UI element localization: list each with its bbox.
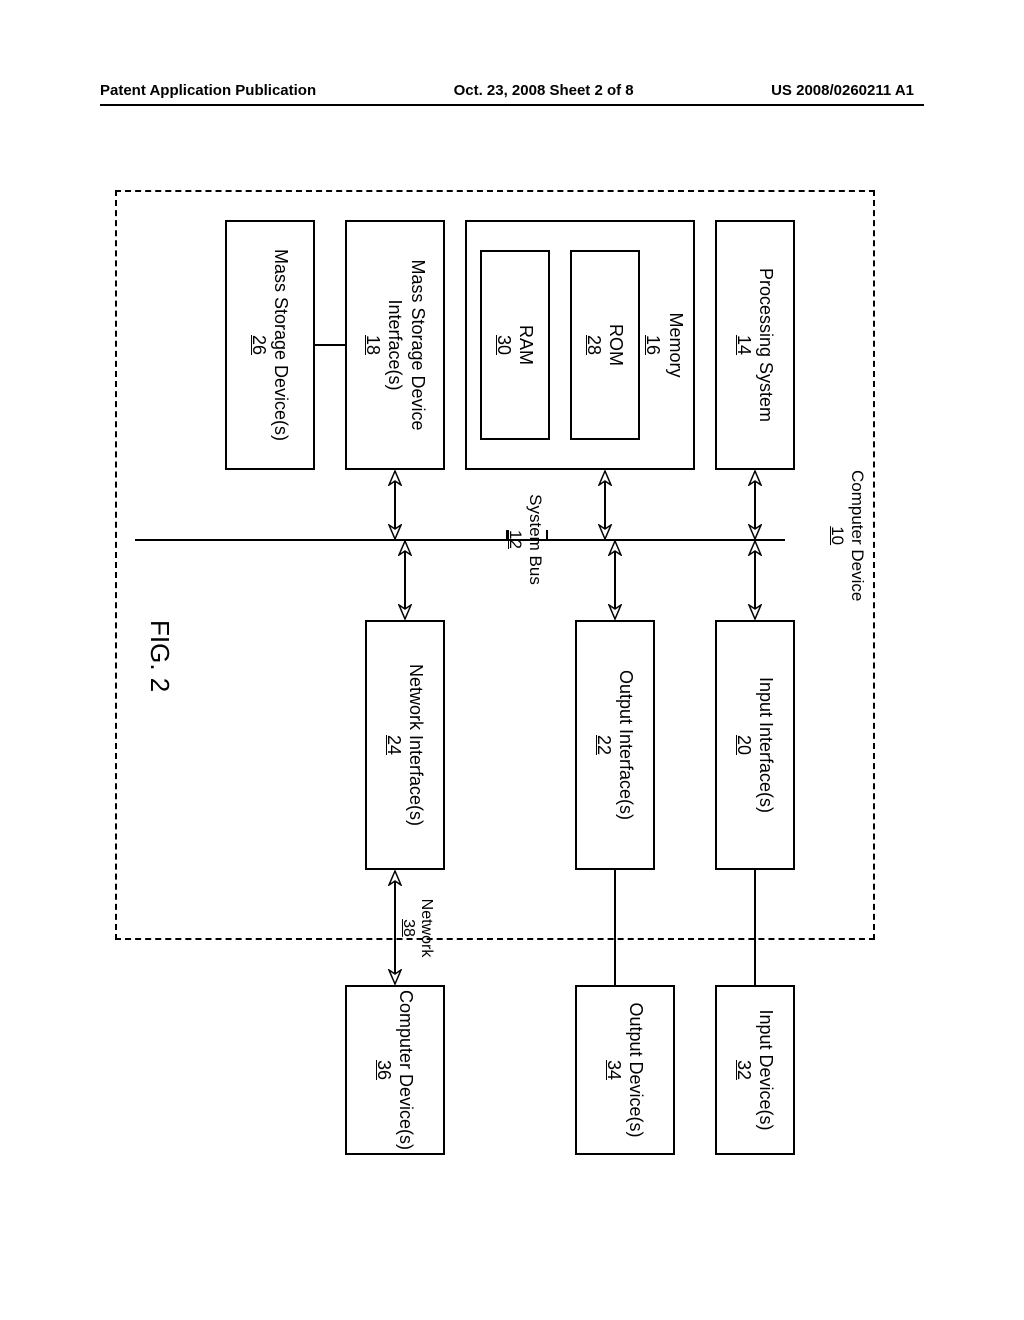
output-dev-num: 34 bbox=[603, 1060, 626, 1080]
memory-num: 16 bbox=[642, 335, 665, 355]
output-dev-label: Output Device(s) bbox=[625, 1002, 648, 1137]
box-processing-system: Processing System 14 bbox=[715, 220, 795, 470]
ram-num: 30 bbox=[493, 335, 516, 355]
input-dev-num: 32 bbox=[733, 1060, 756, 1080]
network-if-label: Network Interface(s) bbox=[405, 664, 428, 826]
box-mass-storage-interface: Mass Storage Device Interface(s) 18 bbox=[345, 220, 445, 470]
box-rom: ROM 28 bbox=[570, 250, 640, 440]
rom-label: ROM bbox=[605, 324, 628, 366]
bus-title: System Bus bbox=[526, 494, 545, 585]
mass-dev-num: 26 bbox=[248, 335, 271, 355]
box-output-device: Output Device(s) 34 bbox=[575, 985, 675, 1155]
box-computer-device: Computer Device(s) 36 bbox=[345, 985, 445, 1155]
diagram-rotated: Computer Device 10 Processing System 14 … bbox=[95, 170, 895, 1170]
computer-dev-label: Computer Device(s) bbox=[395, 990, 418, 1150]
ram-label: RAM bbox=[515, 325, 538, 365]
mass-if-num: 18 bbox=[361, 335, 384, 355]
processing-label: Processing System bbox=[755, 268, 778, 422]
input-if-label: Input Interface(s) bbox=[755, 677, 778, 813]
input-dev-label: Input Device(s) bbox=[755, 1009, 778, 1130]
figure-label-text: FIG. 2 bbox=[145, 620, 175, 692]
page-header: Patent Application Publication Oct. 23, … bbox=[0, 82, 1024, 99]
page: Patent Application Publication Oct. 23, … bbox=[0, 0, 1024, 1320]
container-num: 10 bbox=[828, 526, 847, 545]
box-input-interface: Input Interface(s) 20 bbox=[715, 620, 795, 870]
box-input-device: Input Device(s) 32 bbox=[715, 985, 795, 1155]
figure-area: Computer Device 10 Processing System 14 … bbox=[95, 170, 895, 1170]
input-if-num: 20 bbox=[733, 735, 756, 755]
container-label: Computer Device 10 bbox=[828, 470, 867, 601]
system-bus-label: System Bus 12 bbox=[506, 492, 545, 587]
memory-label: Memory bbox=[665, 312, 688, 377]
output-if-num: 22 bbox=[593, 735, 616, 755]
header-rule bbox=[100, 104, 924, 106]
network-title: Network bbox=[418, 899, 435, 958]
rom-num: 28 bbox=[583, 335, 606, 355]
figure-label: FIG. 2 bbox=[144, 620, 175, 692]
network-label: Network 38 bbox=[398, 888, 435, 968]
processing-num: 14 bbox=[733, 335, 756, 355]
network-if-num: 24 bbox=[383, 735, 406, 755]
bus-num: 12 bbox=[506, 530, 525, 549]
box-ram: RAM 30 bbox=[480, 250, 550, 440]
computer-dev-num: 36 bbox=[373, 1060, 396, 1080]
header-center: Oct. 23, 2008 Sheet 2 of 8 bbox=[454, 82, 634, 99]
container-title: Computer Device bbox=[848, 470, 867, 601]
mass-dev-label: Mass Storage Device(s) bbox=[270, 249, 293, 441]
header-right: US 2008/0260211 A1 bbox=[771, 82, 914, 99]
mass-if-label: Mass Storage Device Interface(s) bbox=[384, 222, 429, 468]
box-mass-storage-device: Mass Storage Device(s) 26 bbox=[225, 220, 315, 470]
box-network-interface: Network Interface(s) 24 bbox=[365, 620, 445, 870]
output-if-label: Output Interface(s) bbox=[615, 670, 638, 820]
header-left: Patent Application Publication bbox=[100, 82, 316, 99]
network-num: 38 bbox=[400, 919, 417, 937]
box-output-interface: Output Interface(s) 22 bbox=[575, 620, 655, 870]
